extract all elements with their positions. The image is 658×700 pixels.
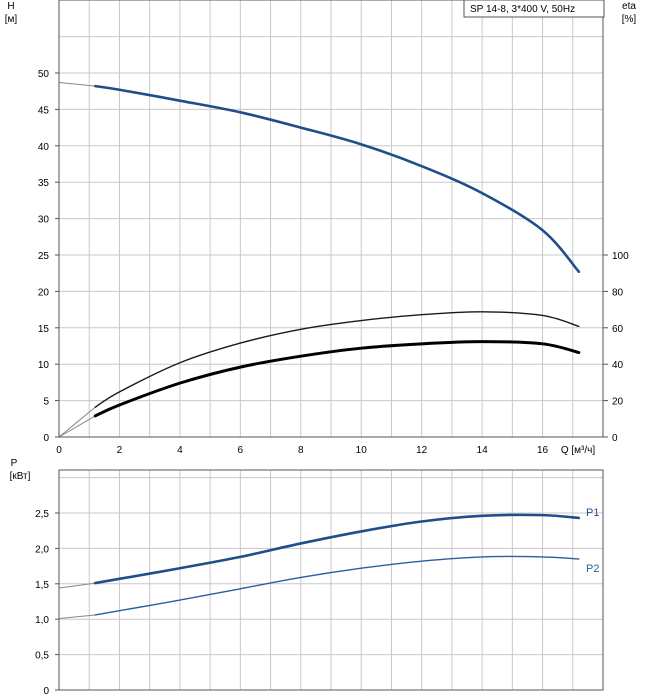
h-tick-label: 40 bbox=[38, 142, 50, 153]
p-tick-label: 0,5 bbox=[35, 651, 49, 662]
p1-curve-line bbox=[93, 513, 581, 585]
efficiency-curve-2-line bbox=[93, 340, 581, 418]
h-tick-label: 45 bbox=[38, 105, 50, 116]
eta-tick-label: 80 bbox=[612, 287, 624, 298]
power-panel: 0 0,5 1,0 1,5 2,0 2,5 P [кВт] P1 P2 bbox=[10, 458, 604, 697]
h-tick-label: 0 bbox=[43, 433, 49, 444]
h-tick-label: 5 bbox=[43, 397, 49, 408]
series-label-p1: P1 bbox=[586, 507, 599, 519]
eta-tick-label: 60 bbox=[612, 324, 624, 335]
series-label-p2: P2 bbox=[586, 563, 599, 575]
efficiency-curve-1-line bbox=[94, 311, 580, 408]
top-grid bbox=[59, 0, 604, 437]
q-tick-label: 14 bbox=[477, 445, 489, 456]
q-tick-label: 12 bbox=[416, 445, 428, 456]
head-efficiency-panel: 0 5 10 15 20 25 30 35 40 45 50 0 20 40 60 80 100 0 2 4 6 8 10 1… bbox=[5, 0, 637, 456]
bottom-series bbox=[58, 513, 581, 619]
h-tick-label: 35 bbox=[38, 178, 50, 189]
h-tick-label: 25 bbox=[38, 251, 50, 262]
efficiency-curve-1-extrapolated-line bbox=[58, 406, 96, 438]
right-axis-title: eta bbox=[622, 1, 636, 12]
q-tick-label: 4 bbox=[177, 445, 183, 456]
eta-tick-label: 100 bbox=[612, 251, 629, 262]
h-tick-label: 30 bbox=[38, 215, 50, 226]
top-tick-labels: 0 5 10 15 20 25 30 35 40 45 50 0 20 40 60 80 100 0 2 4 6 8 10 1… bbox=[38, 69, 629, 456]
p2-curve-extrapolated-line bbox=[58, 614, 96, 619]
q-tick-label: 16 bbox=[537, 445, 549, 456]
legend-box-text: SP 14-8, 3*400 V, 50Hz bbox=[470, 4, 575, 15]
h-tick-label: 10 bbox=[38, 360, 50, 371]
q-tick-label: 0 bbox=[56, 445, 62, 456]
head-curve-line bbox=[93, 84, 581, 274]
h-tick-label: 15 bbox=[38, 324, 50, 335]
p-tick-label: 1,5 bbox=[35, 580, 49, 591]
left-axis-title: H bbox=[7, 1, 14, 12]
bottom-frame-rect bbox=[58, 469, 604, 691]
bottom-tick-labels: 0 0,5 1,0 1,5 2,0 2,5 bbox=[35, 509, 59, 697]
p2-curve-line bbox=[94, 555, 580, 616]
p-tick-label: 0 bbox=[43, 686, 49, 697]
p-tick-label: 2,5 bbox=[35, 509, 49, 520]
eta-tick-label: 0 bbox=[612, 433, 618, 444]
x-axis-label: Q [м³/ч] bbox=[561, 445, 596, 456]
eta-tick-label: 20 bbox=[612, 397, 624, 408]
p-tick-label: 2,0 bbox=[35, 544, 49, 555]
q-tick-label: 6 bbox=[238, 445, 244, 456]
p-tick-label: 1,0 bbox=[35, 615, 49, 626]
h-tick-label: 50 bbox=[38, 69, 50, 80]
right-axis-unit: [%] bbox=[622, 14, 637, 25]
q-tick-label: 8 bbox=[298, 445, 304, 456]
p1-curve-extrapolated-line bbox=[58, 582, 96, 589]
q-tick-label: 2 bbox=[117, 445, 123, 456]
q-tick-label: 10 bbox=[356, 445, 368, 456]
eta-tick-label: 40 bbox=[612, 360, 624, 371]
power-axis-unit: [кВт] bbox=[10, 471, 31, 482]
bottom-frame bbox=[58, 469, 604, 691]
head-curve-extrapolated-line bbox=[58, 81, 96, 87]
h-tick-label: 20 bbox=[38, 287, 50, 298]
top-series bbox=[58, 81, 581, 438]
legend-box: SP 14-8, 3*400 V, 50Hz bbox=[463, 0, 605, 18]
left-axis-unit: [м] bbox=[5, 14, 18, 25]
power-axis-title: P bbox=[11, 458, 18, 469]
bottom-grid bbox=[59, 470, 604, 690]
efficiency-curve-2-extrapolated-line bbox=[58, 415, 96, 438]
